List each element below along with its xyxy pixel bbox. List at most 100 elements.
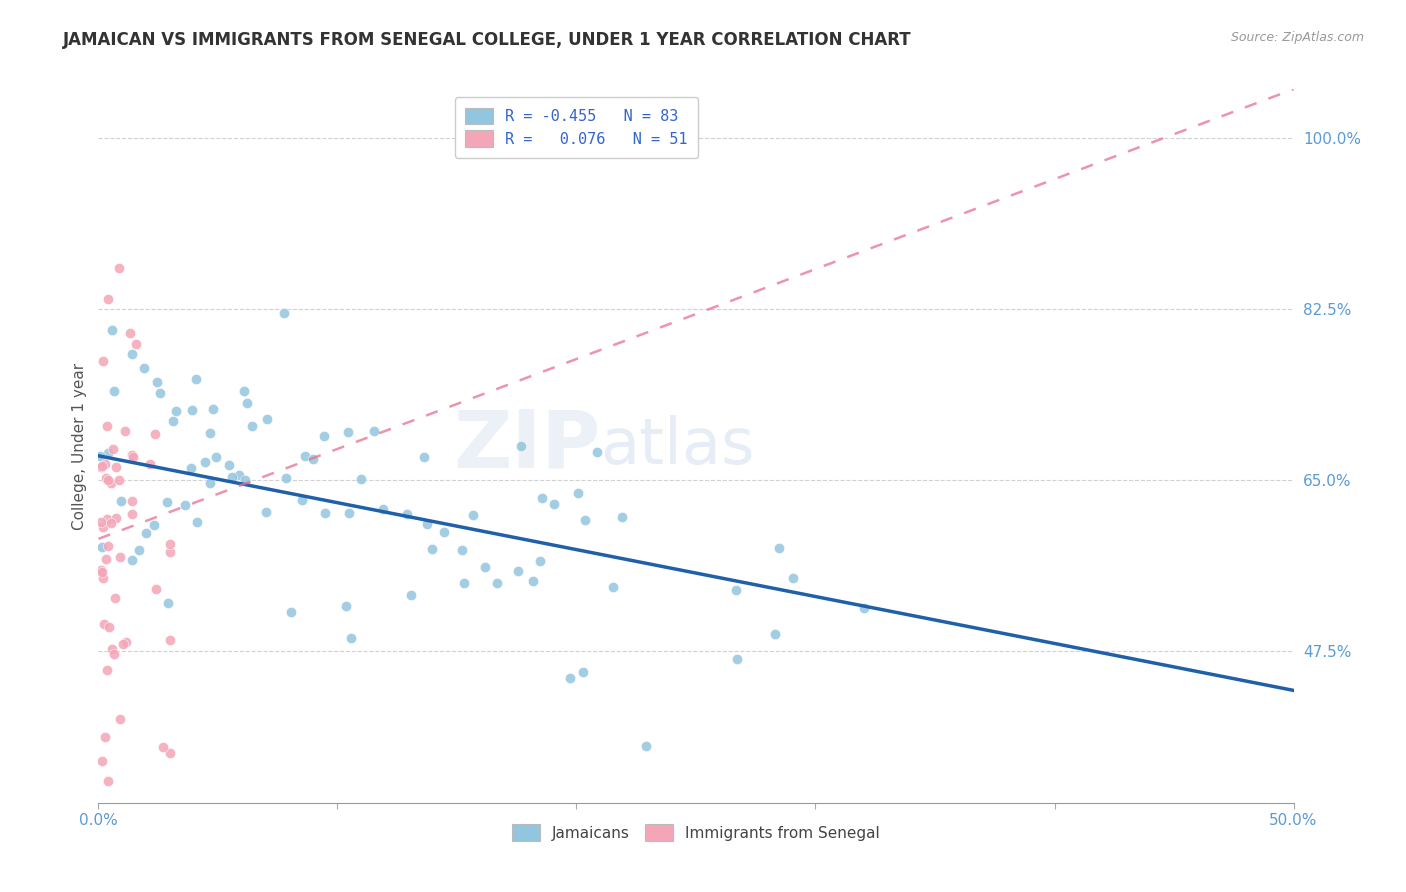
Point <box>121 553 143 567</box>
Point <box>186 515 208 529</box>
Point <box>233 384 256 398</box>
Point <box>101 641 124 656</box>
Point <box>94 471 117 485</box>
Point <box>91 754 114 768</box>
Point <box>162 414 184 428</box>
Point <box>114 635 136 649</box>
Point <box>145 582 167 597</box>
Point <box>567 486 589 500</box>
Point <box>174 498 197 512</box>
Point <box>763 627 786 641</box>
Point <box>149 386 172 401</box>
Point <box>120 326 142 340</box>
Point <box>146 375 169 389</box>
Text: JAMAICAN VS IMMIGRANTS FROM SENEGAL COLLEGE, UNDER 1 YEAR CORRELATION CHART: JAMAICAN VS IMMIGRANTS FROM SENEGAL COLL… <box>63 31 912 49</box>
Point <box>103 647 125 661</box>
Point <box>104 591 127 605</box>
Point <box>335 599 357 614</box>
Text: Source: ZipAtlas.com: Source: ZipAtlas.com <box>1230 31 1364 45</box>
Point <box>242 418 264 433</box>
Point <box>97 773 120 788</box>
Point <box>280 605 302 619</box>
Point <box>363 424 385 438</box>
Point <box>610 509 633 524</box>
Point <box>90 540 112 554</box>
Point <box>198 426 221 441</box>
Point <box>121 507 143 521</box>
Point <box>103 384 125 398</box>
Point <box>273 306 295 320</box>
Point <box>108 260 131 275</box>
Point <box>636 739 658 754</box>
Point <box>205 450 228 464</box>
Point <box>112 637 135 651</box>
Point <box>572 665 595 679</box>
Point <box>453 575 475 590</box>
Point <box>486 576 509 591</box>
Point <box>522 574 544 588</box>
Point <box>294 449 316 463</box>
Point <box>114 424 136 438</box>
Point <box>110 494 132 508</box>
Point <box>180 460 202 475</box>
Point <box>509 439 531 453</box>
Point <box>94 457 117 471</box>
Point <box>508 564 530 578</box>
Point <box>371 501 394 516</box>
Point <box>93 354 115 368</box>
Point <box>91 571 114 585</box>
Point <box>256 412 278 426</box>
Point <box>433 524 456 539</box>
Point <box>159 633 181 648</box>
Point <box>415 517 437 532</box>
Point <box>337 506 360 520</box>
Point <box>152 739 174 754</box>
Point <box>314 506 336 520</box>
Point <box>97 539 120 553</box>
Point <box>128 542 150 557</box>
Point <box>159 537 181 551</box>
Point <box>228 468 250 483</box>
Point <box>104 511 127 525</box>
Point <box>90 515 112 529</box>
Point <box>101 323 124 337</box>
Point <box>91 520 114 534</box>
Point <box>121 346 143 360</box>
Point <box>399 588 422 602</box>
Point <box>100 475 122 490</box>
Point <box>97 473 120 487</box>
Point <box>143 426 166 441</box>
Point <box>90 459 112 474</box>
Point <box>782 570 804 584</box>
Point <box>291 492 314 507</box>
Point <box>768 541 790 556</box>
Point <box>586 444 609 458</box>
Point <box>89 449 111 463</box>
Point <box>420 541 443 556</box>
Point <box>132 361 155 376</box>
Point <box>461 508 484 522</box>
Point <box>97 446 120 460</box>
Point <box>121 494 143 508</box>
Point <box>135 526 157 541</box>
Point <box>93 616 115 631</box>
Point <box>395 507 418 521</box>
Point <box>529 553 551 567</box>
Y-axis label: College, Under 1 year: College, Under 1 year <box>72 362 87 530</box>
Point <box>451 543 474 558</box>
Point <box>110 550 132 565</box>
Point <box>91 565 114 579</box>
Text: atlas: atlas <box>600 415 755 477</box>
Point <box>105 460 128 475</box>
Point <box>96 419 118 434</box>
Point <box>202 401 225 416</box>
Point <box>107 473 129 487</box>
Point <box>574 513 596 527</box>
Point <box>194 455 217 469</box>
Point <box>98 619 121 633</box>
Point <box>156 495 179 509</box>
Point <box>474 560 496 574</box>
Point <box>221 469 243 483</box>
Point <box>97 292 120 306</box>
Point <box>90 563 112 577</box>
